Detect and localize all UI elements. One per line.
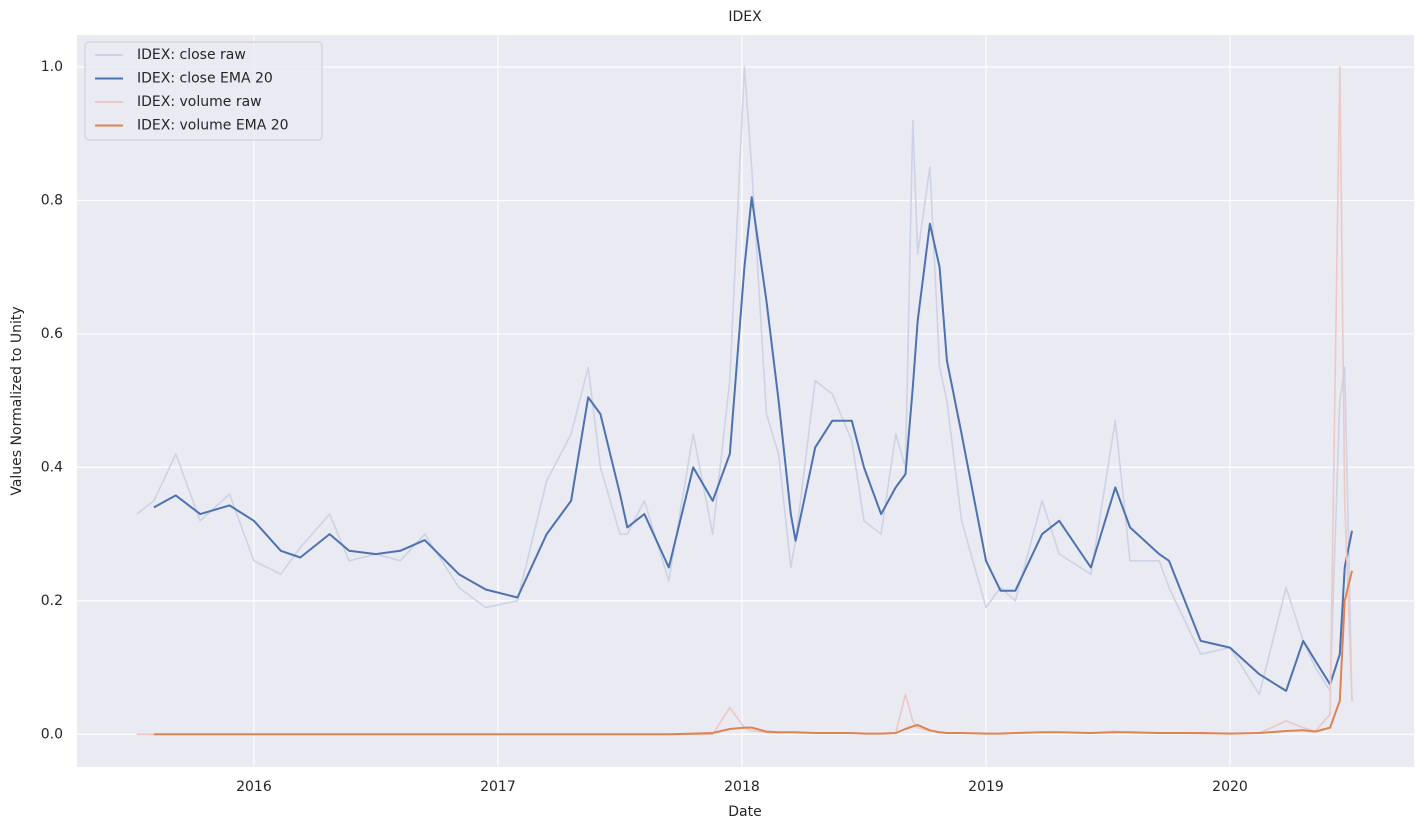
x-tick-label: 2018 — [724, 779, 760, 795]
y-tick-label: 1.0 — [41, 59, 63, 75]
series-line — [153, 570, 1353, 736]
y-tick-label: 0.2 — [41, 593, 63, 609]
x-tick-label: 2016 — [236, 779, 272, 795]
legend-label: IDEX: volume EMA 20 — [137, 118, 289, 134]
y-tick-label: 0.8 — [41, 192, 63, 208]
y-axis-label: Values Normalized to Unity — [9, 306, 25, 495]
x-tick-label: 2020 — [1212, 779, 1248, 795]
plot-area — [77, 35, 1414, 767]
x-tick-label: 2019 — [968, 779, 1004, 795]
legend-label: IDEX: close raw — [137, 47, 246, 63]
y-tick-label: 0.6 — [41, 326, 63, 342]
x-tick-label: 2017 — [480, 779, 516, 795]
legend: IDEX: close raw IDEX: close EMA 20 IDEX: v… — [84, 41, 323, 141]
chart-title: IDEX — [728, 9, 762, 25]
legend-label: IDEX: volume raw — [137, 94, 262, 110]
legend-label: IDEX: close EMA 20 — [137, 71, 273, 87]
legend-box — [84, 41, 323, 141]
series-line — [136, 66, 1353, 701]
y-tick-label: 0.4 — [41, 459, 63, 475]
series-line — [153, 196, 1353, 692]
y-tick-label: 0.0 — [41, 726, 63, 742]
x-axis-label: Date — [728, 804, 761, 820]
